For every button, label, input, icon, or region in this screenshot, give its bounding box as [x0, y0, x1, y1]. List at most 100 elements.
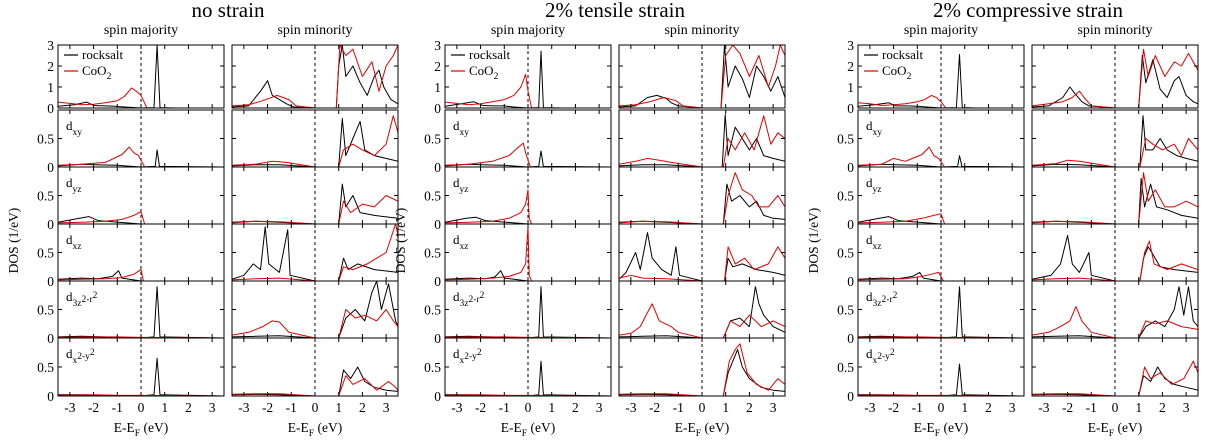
dos-subpanel	[618, 166, 786, 225]
y-tick-label: 0.5	[424, 132, 441, 147]
y-tick-label: 0.5	[837, 189, 854, 204]
spin-title: spin majority	[491, 23, 565, 38]
series-line-rocksalt	[858, 155, 1024, 167]
x-axis-label: E-EF (eV)	[114, 420, 168, 439]
series-group	[232, 183, 398, 224]
y-tick-label: 2	[47, 59, 54, 74]
series-line-rocksalt	[232, 226, 398, 281]
series-group	[1032, 360, 1198, 396]
y-tick-label: 0.5	[837, 132, 854, 147]
dos-subpanel	[618, 109, 786, 168]
y-tick-label: 0	[434, 274, 441, 289]
strain-title: 2% tensile strain	[545, 0, 685, 22]
orbital-label: dxy	[66, 118, 82, 138]
series-group	[232, 115, 398, 167]
series-line-coo2	[58, 87, 224, 108]
orbital-label: dxy	[866, 118, 882, 138]
series-group	[58, 211, 224, 224]
series-line-rocksalt	[232, 281, 398, 338]
dos-subpanel: 0 0.5 dx2-y2	[37, 337, 225, 404]
orbital-label: dyz	[453, 175, 468, 195]
y-tick-label: 0	[434, 217, 441, 232]
strain-panel-group: 2% tensile strain DOS (1/eV) spin majority…	[393, 0, 786, 439]
y-axis-label: DOS (1/eV)	[6, 208, 21, 274]
x-tick-label: -3	[451, 400, 462, 415]
legend-label: rocksalt	[882, 47, 924, 62]
strain-panel-group: no strain DOS (1/eV) spin majority 0 1 2 3 rock…	[6, 0, 399, 439]
dos-subpanel	[1031, 44, 1199, 109]
series-group	[619, 286, 785, 338]
dos-subpanel: 0 0.5 dyz	[837, 166, 1025, 232]
x-tick-label: -3	[238, 400, 249, 415]
dos-subpanel	[1031, 280, 1199, 339]
series-line-coo2	[1032, 138, 1198, 167]
series-line-coo2	[1032, 360, 1198, 396]
x-tick-label: 2	[572, 400, 579, 415]
spin-title: spin minority	[277, 23, 352, 38]
orbital-label: dx2-y2	[66, 346, 95, 366]
y-tick-label: 0.5	[37, 360, 54, 375]
x-tick-label: -1	[673, 400, 684, 415]
orbital-label: d3z2-r2	[66, 289, 98, 309]
series-group	[858, 146, 1024, 167]
orbital-label: dxz	[66, 232, 81, 252]
series-group	[619, 232, 785, 281]
x-tick-label: 1	[1135, 400, 1142, 415]
y-tick-label: 0.5	[37, 303, 54, 318]
series-line-coo2	[232, 195, 398, 224]
series-group	[232, 45, 398, 108]
series-line-coo2	[619, 115, 785, 167]
y-tick-label: 0	[47, 331, 54, 346]
y-tick-label: 0	[434, 389, 441, 404]
x-tick-label: 2	[1159, 400, 1166, 415]
y-tick-label: 1	[847, 80, 854, 95]
series-line-rocksalt	[619, 45, 785, 108]
x-tick-label: 3	[596, 400, 603, 415]
series-group	[232, 224, 398, 281]
series-line-rocksalt	[619, 183, 785, 224]
strain-title: no strain	[192, 0, 265, 22]
spin-title: spin majority	[104, 23, 178, 38]
series-group	[445, 189, 611, 224]
x-tick-label: -3	[864, 400, 875, 415]
series-line-rocksalt	[858, 286, 1024, 338]
x-axis-label: E-EF (eV)	[1088, 420, 1142, 439]
y-tick-label: 2	[434, 59, 441, 74]
y-tick-label: 1	[47, 80, 54, 95]
x-tick-label: -3	[64, 400, 75, 415]
y-tick-label: 0	[47, 101, 54, 116]
series-line-coo2	[858, 271, 1024, 281]
orbital-label: dxz	[453, 232, 468, 252]
x-tick-label: -1	[112, 400, 123, 415]
dos-subpanel	[231, 223, 399, 282]
x-tick-label: 0	[138, 400, 145, 415]
series-line-coo2	[232, 45, 398, 108]
orbital-label: d3z2-r2	[866, 289, 898, 309]
legend-label: CoO2	[469, 63, 499, 82]
series-group	[445, 142, 611, 167]
x-tick-label: -1	[1086, 400, 1097, 415]
dos-subpanel	[1031, 166, 1199, 225]
y-tick-label: 0.5	[424, 303, 441, 318]
y-tick-label: 0	[47, 160, 54, 175]
dos-subpanel: 0 0.5 dxy	[837, 109, 1025, 175]
x-tick-label: -2	[475, 400, 486, 415]
series-line-coo2	[619, 343, 785, 396]
dos-subpanel	[231, 166, 399, 225]
y-tick-label: 0	[847, 274, 854, 289]
series-group	[619, 114, 785, 167]
series-line-coo2	[445, 73, 611, 108]
series-group	[1032, 234, 1198, 281]
series-line-rocksalt	[619, 114, 785, 167]
series-line-coo2	[858, 94, 1024, 108]
series-line-rocksalt	[858, 216, 1024, 224]
series-line-rocksalt	[445, 360, 611, 396]
dos-subpanel: 0 0.5 d3z2-r2	[37, 280, 225, 346]
